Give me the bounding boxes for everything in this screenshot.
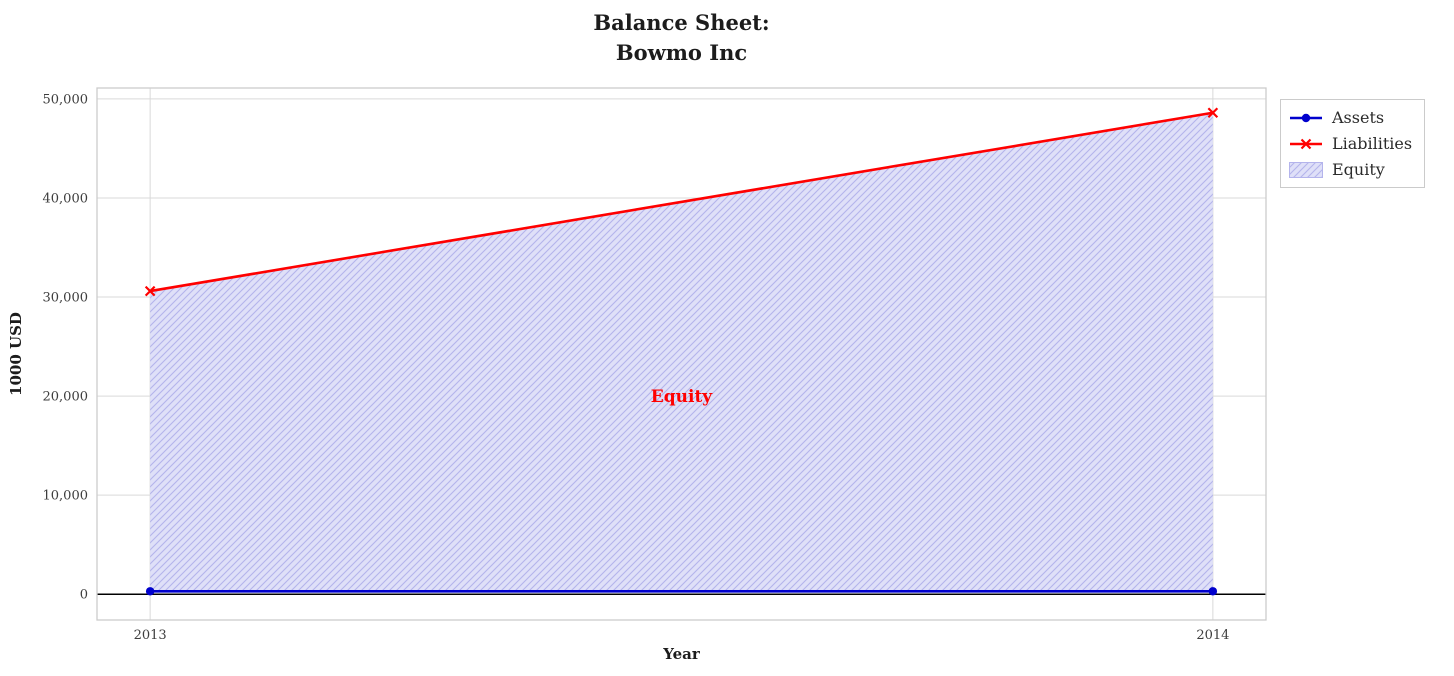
y-axis-label: 1000 USD [7, 312, 25, 396]
plot-border [96, 87, 1267, 621]
chart-title: Balance Sheet: Bowmo Inc [593, 10, 770, 66]
line-circle-icon [1290, 113, 1322, 122]
legend-label: Assets [1332, 108, 1385, 127]
legend-label: Liabilities [1332, 134, 1413, 153]
y-tick-label: 40,000 [43, 191, 89, 206]
equity-annotation: Equity [651, 387, 714, 407]
legend-item-equity: Equity [1289, 160, 1412, 179]
circle-marker-icon [145, 587, 155, 596]
x-axis-label: Year [663, 645, 700, 663]
circle-marker-icon [1208, 587, 1218, 596]
y-tick-label: 0 [80, 588, 88, 603]
legend-item-liabilities: Liabilities [1289, 134, 1412, 153]
legend-label: Equity [1332, 160, 1385, 179]
y-tick-label: 10,000 [43, 489, 89, 504]
x-tick-label: 2014 [1196, 628, 1229, 643]
hatch-patch-icon [1289, 161, 1323, 178]
y-tick-label: 50,000 [43, 92, 89, 107]
legend-item-assets: Assets [1289, 108, 1412, 127]
legend: Assets Liabilities Equity [1280, 99, 1426, 188]
y-tick-label: 20,000 [43, 390, 89, 405]
x-marker-icon [1207, 107, 1219, 119]
x-tick-label: 2013 [134, 628, 167, 643]
series-line-liabilities [149, 111, 1214, 293]
x-marker-icon [144, 285, 156, 297]
line-x-icon [1290, 138, 1322, 149]
equity-area [150, 112, 1213, 592]
y-tick-label: 30,000 [43, 291, 89, 306]
